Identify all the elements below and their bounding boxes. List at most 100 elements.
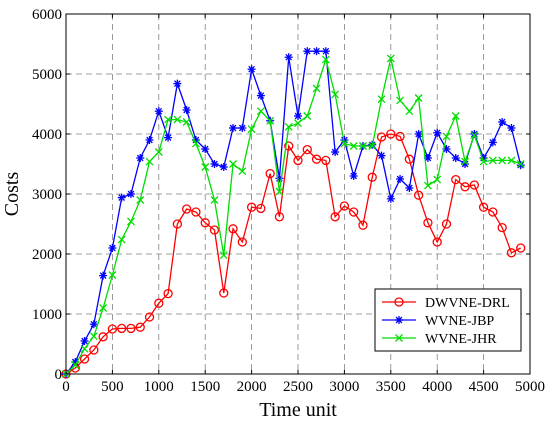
data-point-wvne-jhr	[266, 116, 275, 125]
data-point-dwvne-drl	[506, 248, 517, 258]
data-point-wvne-jbp	[303, 47, 312, 56]
data-point-dwvne-drl	[404, 154, 415, 164]
grid	[66, 14, 530, 374]
data-point-dwvne-drl	[516, 243, 526, 253]
data-point-dwvne-drl	[349, 207, 359, 217]
data-point-wvne-jhr	[516, 160, 525, 168]
data-point-wvne-jhr	[470, 131, 479, 140]
data-point-wvne-jbp	[321, 47, 330, 56]
data-point-wvne-jbp	[294, 112, 302, 120]
data-point-wvne-jbp	[396, 175, 405, 183]
data-point-wvne-jbp	[247, 65, 256, 74]
legend: DWVNE-DRL WVNE-JBP WVNE-JHR	[374, 288, 522, 352]
data-point-dwvne-drl	[460, 182, 470, 192]
legend-label: WVNE-JBP	[425, 314, 494, 329]
legend-entry-wvne-jhr: WVNE-JHR	[382, 332, 497, 347]
data-point-dwvne-drl	[191, 207, 201, 217]
data-point-wvne-jbp	[498, 118, 507, 126]
plot-series	[61, 47, 526, 379]
data-point-dwvne-drl	[219, 288, 229, 298]
data-point-dwvne-drl	[274, 212, 285, 222]
data-point-wvne-jhr	[303, 112, 312, 120]
data-point-dwvne-drl	[256, 203, 266, 214]
y-tick-label: 5000	[32, 67, 62, 83]
data-point-wvne-jhr	[117, 235, 126, 244]
data-point-wvne-jhr	[507, 156, 516, 165]
data-point-wvne-jbp	[210, 160, 219, 168]
data-point-dwvne-drl	[117, 323, 127, 334]
data-point-dwvne-drl	[367, 172, 377, 182]
series-line-wvne-jhr	[65, 57, 521, 375]
data-point-wvne-jhr	[191, 139, 200, 148]
data-point-wvne-jhr	[405, 107, 414, 116]
data-point-wvne-jbp	[284, 53, 293, 62]
data-point-dwvne-drl	[89, 345, 99, 355]
data-point-dwvne-drl	[488, 207, 498, 217]
data-point-dwvne-drl	[339, 201, 350, 211]
data-point-dwvne-drl	[265, 168, 275, 179]
data-point-wvne-jbp	[154, 107, 163, 116]
data-point-wvne-jbp	[433, 128, 442, 137]
data-point-dwvne-drl	[376, 132, 387, 142]
data-point-wvne-jhr	[294, 119, 302, 128]
data-point-wvne-jhr	[80, 344, 89, 353]
data-point-dwvne-drl	[432, 237, 442, 247]
x-tick-label: 4500	[469, 379, 499, 395]
data-point-wvne-jhr	[275, 187, 284, 196]
data-point-wvne-jbp	[386, 194, 395, 203]
data-point-dwvne-drl	[423, 218, 433, 228]
data-point-dwvne-drl	[469, 180, 479, 190]
data-point-wvne-jhr	[182, 118, 191, 126]
data-point-wvne-jbp	[312, 47, 321, 56]
x-tick-label: 3000	[329, 379, 359, 395]
x-tick-label: 1500	[190, 379, 220, 395]
data-point-dwvne-drl	[478, 202, 489, 212]
x-axis-label: Time unit	[259, 399, 337, 421]
data-point-wvne-jhr	[108, 271, 117, 279]
data-point-wvne-jhr	[145, 157, 154, 166]
y-tick-label: 2000	[32, 247, 62, 263]
data-point-dwvne-drl	[284, 141, 294, 151]
data-point-wvne-jhr	[414, 94, 423, 102]
data-point-wvne-jbp	[201, 145, 210, 153]
data-point-wvne-jhr	[99, 304, 108, 312]
data-point-wvne-jhr	[256, 107, 265, 116]
data-point-wvne-jhr	[312, 84, 321, 93]
data-point-dwvne-drl	[358, 220, 368, 230]
data-point-dwvne-drl	[451, 174, 461, 185]
data-point-wvne-jhr	[433, 175, 442, 184]
data-point-dwvne-drl	[386, 129, 396, 139]
y-axis-label: Costs	[1, 172, 23, 217]
data-point-dwvne-drl	[246, 202, 257, 212]
data-point-wvne-jhr	[247, 125, 256, 134]
data-point-wvne-jbp	[117, 193, 126, 202]
data-point-wvne-jbp	[331, 148, 340, 156]
data-point-dwvne-drl	[330, 212, 340, 222]
data-point-wvne-jbp	[182, 106, 191, 114]
data-point-wvne-jbp	[89, 320, 98, 329]
data-point-dwvne-drl	[144, 312, 155, 322]
data-point-wvne-jhr	[238, 167, 247, 176]
data-point-wvne-jhr	[127, 217, 135, 226]
legend-entry-wvne-jbp: WVNE-JBP	[382, 314, 494, 329]
data-point-dwvne-drl	[395, 131, 405, 142]
data-point-wvne-jbp	[145, 136, 154, 144]
legend-marker	[395, 334, 403, 342]
data-point-wvne-jhr	[479, 157, 488, 166]
x-tick-label: 2000	[237, 379, 267, 395]
data-point-wvne-jhr	[488, 156, 497, 165]
data-point-dwvne-drl	[311, 154, 322, 164]
data-point-wvne-jbp	[377, 151, 386, 160]
data-point-wvne-jbp	[238, 124, 247, 132]
y-tick-label: 1000	[32, 307, 62, 323]
data-point-wvne-jbp	[229, 124, 238, 132]
data-point-wvne-jbp	[451, 154, 460, 162]
data-point-wvne-jhr	[154, 148, 163, 156]
data-point-dwvne-drl	[293, 155, 303, 166]
data-point-dwvne-drl	[321, 155, 331, 166]
data-point-wvne-jhr	[349, 142, 358, 150]
data-point-dwvne-drl	[135, 322, 145, 332]
data-point-dwvne-drl	[126, 323, 136, 334]
data-point-wvne-jhr	[423, 181, 432, 190]
data-point-wvne-jhr	[396, 96, 405, 105]
